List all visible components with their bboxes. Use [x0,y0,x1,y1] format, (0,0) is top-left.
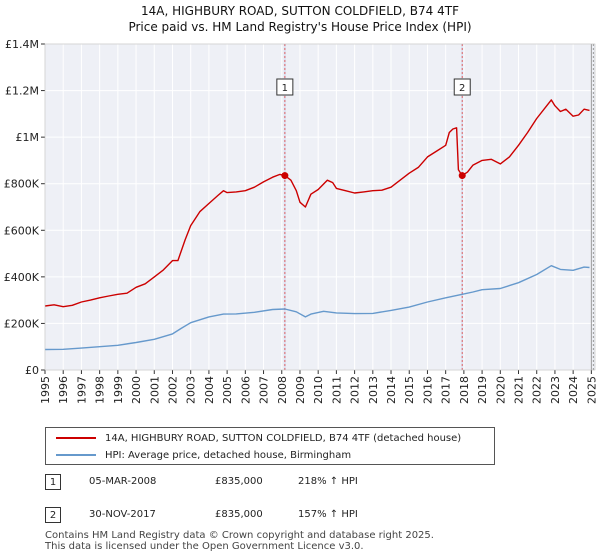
x-tick-label: 2003 [185,376,198,404]
sale-label-box [453,78,471,96]
x-tick-label: 1998 [94,376,107,404]
x-tick-label: 2018 [458,376,471,404]
footer-line-1: Contains HM Land Registry data © Crown c… [45,530,434,541]
x-tick-label: 1995 [39,376,52,404]
x-tick-label: 2022 [531,376,544,404]
x-tick-label: 2014 [385,376,398,404]
sale-date: 30-NOV-2017 [89,509,156,520]
series-layer [44,99,590,351]
x-tick-label: 2019 [476,376,489,404]
x-tick-label: 2001 [148,376,161,404]
sale-date: 05-MAR-2008 [89,476,157,487]
footer-line-2: This data is licensed under the Open Gov… [45,541,364,552]
x-tick-label: 2004 [203,376,216,404]
legend-item-hpi: HPI: Average price, detached house, Birm… [56,447,351,463]
x-tick-label: 2005 [221,376,234,404]
sale-point [458,172,466,180]
legend-property-label: 14A, HIGHBURY ROAD, SUTTON COLDFIELD, B7… [105,432,462,444]
sale-row: 2 30-NOV-2017 £835,000 157% ↑ HPI [45,507,565,525]
x-tick-label: 2009 [294,376,307,404]
x-tick-label: 2007 [258,376,271,404]
sale-number-badge: 2 [45,507,61,523]
y-tick-label: £1.4M [5,38,39,51]
y-tick-label: £1M [16,131,40,144]
sale-hpi-change: 218% ↑ HPI [298,476,358,487]
sale-hpi-change: 157% ↑ HPI [298,509,358,520]
sale-row: 1 05-MAR-2008 £835,000 218% ↑ HPI [45,474,565,492]
x-tick-label: 2010 [312,376,325,404]
x-tick-label: 2016 [421,376,434,404]
property-price-line [44,99,590,308]
sale-price: £835,000 [215,476,263,487]
y-tick-label: £600K [4,224,40,237]
x-tick-label: 1996 [57,376,70,404]
sale-shade [283,44,286,370]
chart-title: 14A, HIGHBURY ROAD, SUTTON COLDFIELD, B7… [141,4,459,18]
x-tick-label: 2024 [567,376,580,404]
y-tick-label: £1.2M [5,85,39,98]
x-tick-label: 2023 [549,376,562,404]
axis-layer: 1995 1996 1997 1998 1999 2000 2001 2002 2003 2004… [4,38,599,404]
sale-label-number: 1 [282,83,288,94]
property-line-swatch [56,437,96,439]
sale-shade [461,44,464,370]
x-tick-label: 2015 [403,376,416,404]
chart-title-block: 14A, HIGHBURY ROAD, SUTTON COLDFIELD, B7… [0,3,600,35]
chart-subtitle: Price paid vs. HM Land Registry's House … [128,20,472,34]
sale-label-box [276,78,294,96]
x-tick-label: 2000 [130,376,143,404]
x-tick-label: 2002 [166,376,179,404]
footer-attribution: Contains HM Land Registry data © Crown c… [45,530,434,552]
sale-number-badge: 1 [45,474,61,490]
x-tick-label: 1997 [75,376,88,404]
y-tick-label: £400K [4,271,40,284]
sale-label-number: 2 [459,83,465,94]
hpi-line [44,265,590,351]
x-tick-label: 2013 [367,376,380,404]
plot-background [45,44,595,370]
y-tick-label: £800K [4,178,40,191]
x-tick-label: 2017 [440,376,453,404]
legend-hpi-label: HPI: Average price, detached house, Birm… [105,449,352,461]
x-tick-label: 2021 [513,376,526,404]
x-tick-label: 2020 [494,376,507,404]
legend: 14A, HIGHBURY ROAD, SUTTON COLDFIELD, B7… [45,427,495,465]
x-tick-label: 2012 [349,376,362,404]
sale-price: £835,000 [215,509,263,520]
x-tick-label: 1999 [112,376,125,404]
y-tick-label: £200K [4,317,40,330]
hpi-line-swatch [56,454,96,456]
y-tick-label: £0 [25,364,39,377]
sale-point [281,172,289,180]
grid-layer [44,43,595,371]
legend-item-property: 14A, HIGHBURY ROAD, SUTTON COLDFIELD, B7… [56,430,461,446]
x-tick-label: 2025 [585,376,598,404]
plot-frame [44,43,596,371]
x-tick-label: 2006 [239,376,252,404]
x-tick-label: 2008 [276,376,289,404]
x-tick-label: 2011 [330,376,343,404]
